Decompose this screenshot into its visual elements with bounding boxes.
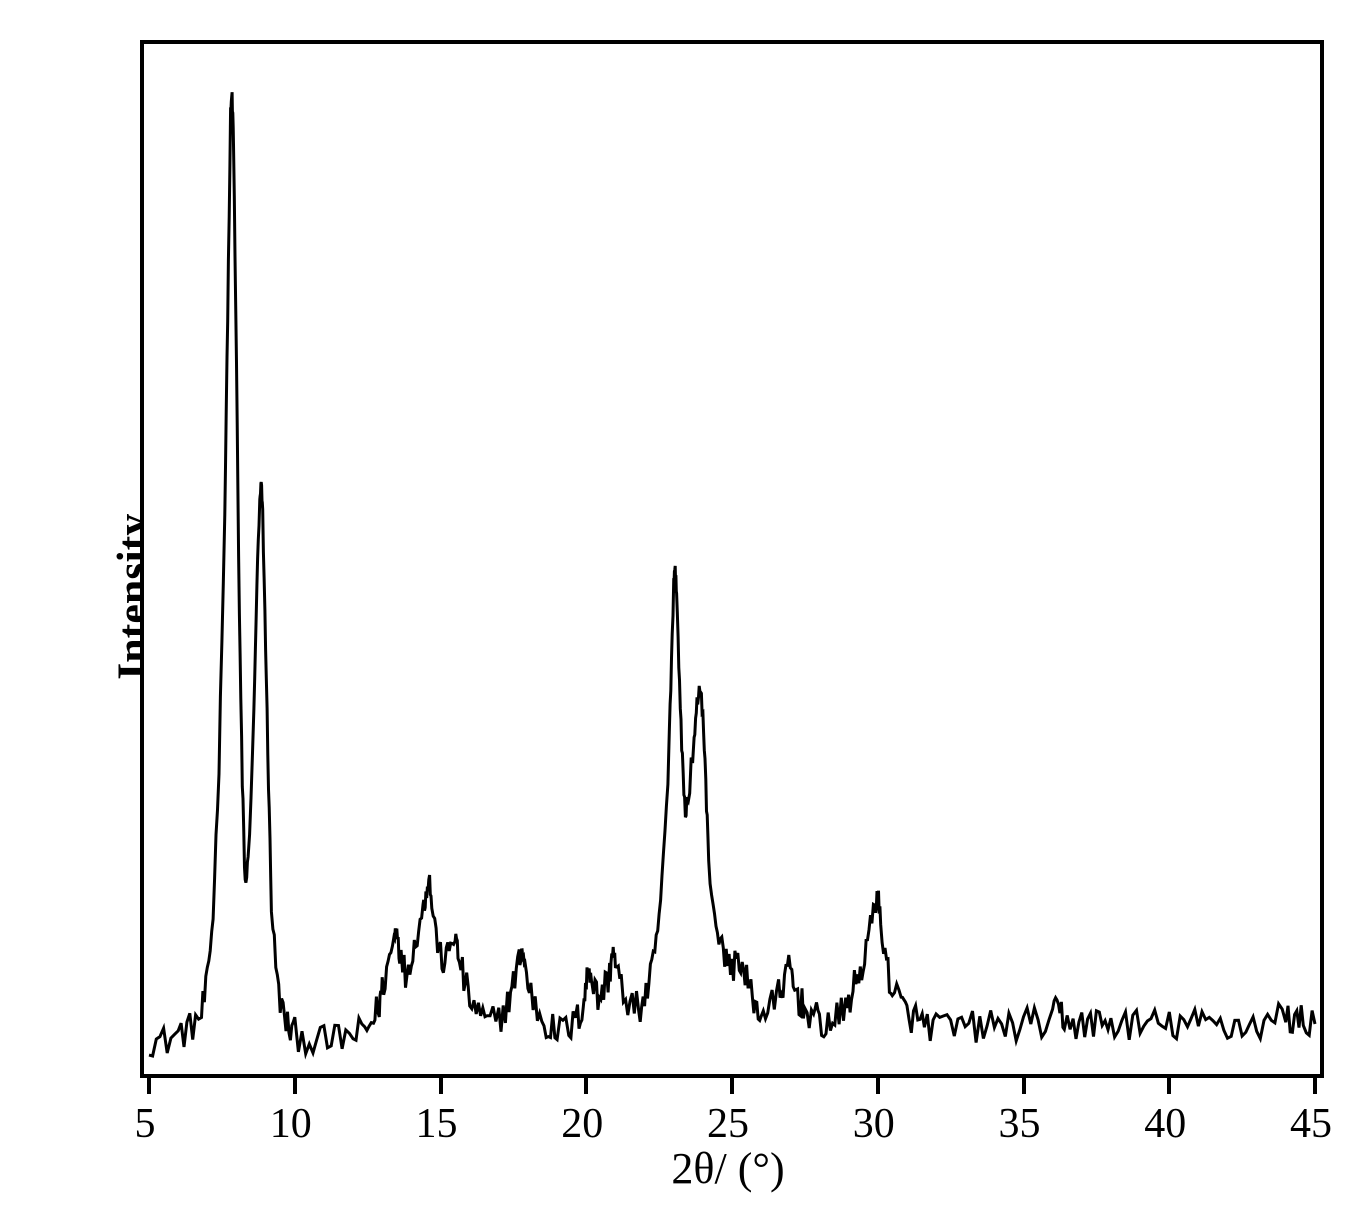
x-tick-label: 35 bbox=[999, 1100, 1041, 1148]
x-tick-label: 40 bbox=[1144, 1100, 1186, 1148]
x-tick bbox=[876, 1074, 880, 1094]
x-tick-label: 25 bbox=[707, 1100, 749, 1148]
xrd-chart: Intensity 51015202530354045 2θ/ (°) bbox=[50, 40, 1316, 1173]
x-tick bbox=[439, 1074, 443, 1094]
x-tick-label: 45 bbox=[1290, 1100, 1332, 1148]
xrd-trace bbox=[144, 44, 1320, 1074]
plot-area bbox=[140, 40, 1324, 1078]
x-axis-label: 2θ/ (°) bbox=[140, 1143, 1316, 1194]
x-tick-label: 30 bbox=[853, 1100, 895, 1148]
x-tick-label: 20 bbox=[561, 1100, 603, 1148]
x-tick bbox=[293, 1074, 297, 1094]
x-tick bbox=[1313, 1074, 1317, 1094]
x-tick-label: 10 bbox=[270, 1100, 312, 1148]
x-tick-label: 5 bbox=[135, 1100, 156, 1148]
x-tick bbox=[1167, 1074, 1171, 1094]
x-tick bbox=[584, 1074, 588, 1094]
x-tick bbox=[147, 1074, 151, 1094]
x-tick bbox=[730, 1074, 734, 1094]
x-tick bbox=[1022, 1074, 1026, 1094]
x-tick-label: 15 bbox=[416, 1100, 458, 1148]
